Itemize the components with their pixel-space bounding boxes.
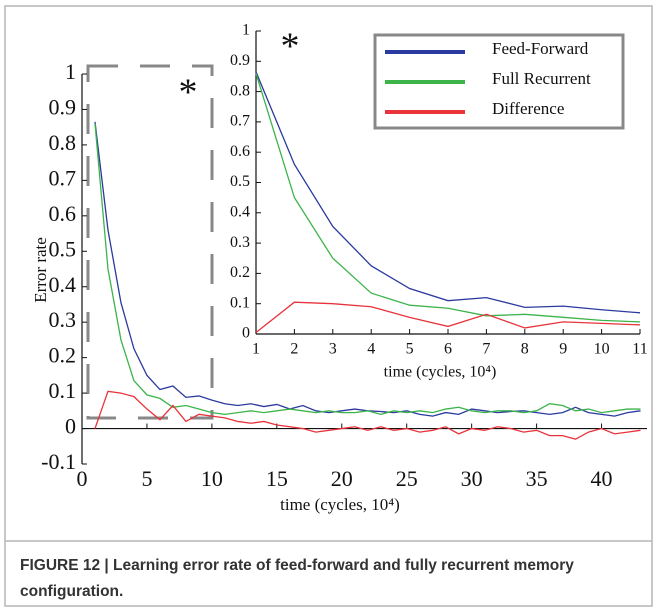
x-tick-label: 7 — [482, 341, 490, 358]
x-tick-label: 10 — [594, 341, 610, 358]
series-line — [255, 301, 641, 334]
y-tick-label: 0.7 — [230, 113, 250, 130]
zoom-region — [86, 64, 214, 420]
y-tick-label: 0.1 — [49, 378, 77, 403]
figure-frame — [4, 5, 653, 607]
y-tick-label: 1 — [242, 22, 250, 39]
x-tick-label: 4 — [367, 341, 375, 358]
y-tick-label: 0.5 — [49, 236, 77, 261]
y-tick-label: 0.2 — [230, 264, 250, 281]
y-tick-label: 0.5 — [230, 173, 250, 190]
x-tick-label: 9 — [559, 341, 567, 358]
y-tick-label: 0.7 — [49, 165, 77, 190]
y-tick-label: 0.3 — [49, 307, 77, 332]
x-tick-label: 35 — [526, 466, 548, 491]
annotation: * — [281, 26, 300, 68]
y-tick-label: 0.4 — [49, 272, 77, 297]
y-tick-label: 0 — [242, 325, 250, 342]
x-tick-label: 0 — [77, 466, 88, 491]
y-tick-label: 1 — [65, 59, 76, 84]
caption: FIGURE 12 | Learning error rate of feed-… — [20, 557, 574, 600]
x-tick-label: 15 — [266, 466, 288, 491]
y-tick-label: 0.9 — [230, 52, 250, 69]
y-tick-label: 0.6 — [230, 143, 250, 160]
x-tick-label: 6 — [444, 341, 452, 358]
x-tick-label: 25 — [396, 466, 418, 491]
y-tick-label: 0.2 — [49, 343, 77, 368]
x-tick-label: 11 — [632, 341, 647, 358]
y-tick-label: 0 — [65, 414, 76, 439]
y-tick-label: 0.1 — [230, 294, 250, 311]
y-tick-label: 0.6 — [49, 201, 77, 226]
series-line — [255, 71, 641, 314]
y-axis-label: Error rate — [31, 237, 50, 303]
x-tick-label: 2 — [290, 341, 298, 358]
legend-label: Full Recurrent — [492, 69, 591, 88]
legend-label: Feed-Forward — [492, 39, 589, 58]
legend-label: Difference — [492, 99, 564, 118]
x-tick-label: 5 — [406, 341, 414, 358]
y-tick-label: -0.1 — [41, 449, 76, 474]
x-tick-label: 3 — [329, 341, 337, 358]
x-tick-label: 20 — [331, 466, 353, 491]
x-axis-label: time (cycles, 10⁴) — [280, 495, 400, 514]
series-line — [94, 123, 641, 416]
x-tick-label: 10 — [201, 466, 223, 491]
y-tick-label: 0.8 — [49, 130, 77, 155]
x-tick-label: 8 — [521, 341, 529, 358]
y-tick-label: 0.8 — [230, 82, 250, 99]
x-axis-label: time (cycles, 10⁴) — [384, 364, 497, 381]
x-tick-label: 1 — [252, 341, 260, 358]
y-tick-label: 0.9 — [49, 95, 77, 120]
y-tick-label: 0.4 — [230, 203, 250, 220]
x-tick-label: 5 — [141, 466, 152, 491]
series-line — [94, 390, 641, 440]
x-tick-label: 30 — [461, 466, 483, 491]
series-line — [255, 73, 641, 323]
y-tick-label: 0.3 — [230, 234, 250, 251]
annotation: * — [179, 72, 198, 114]
x-tick-label: 40 — [591, 466, 613, 491]
